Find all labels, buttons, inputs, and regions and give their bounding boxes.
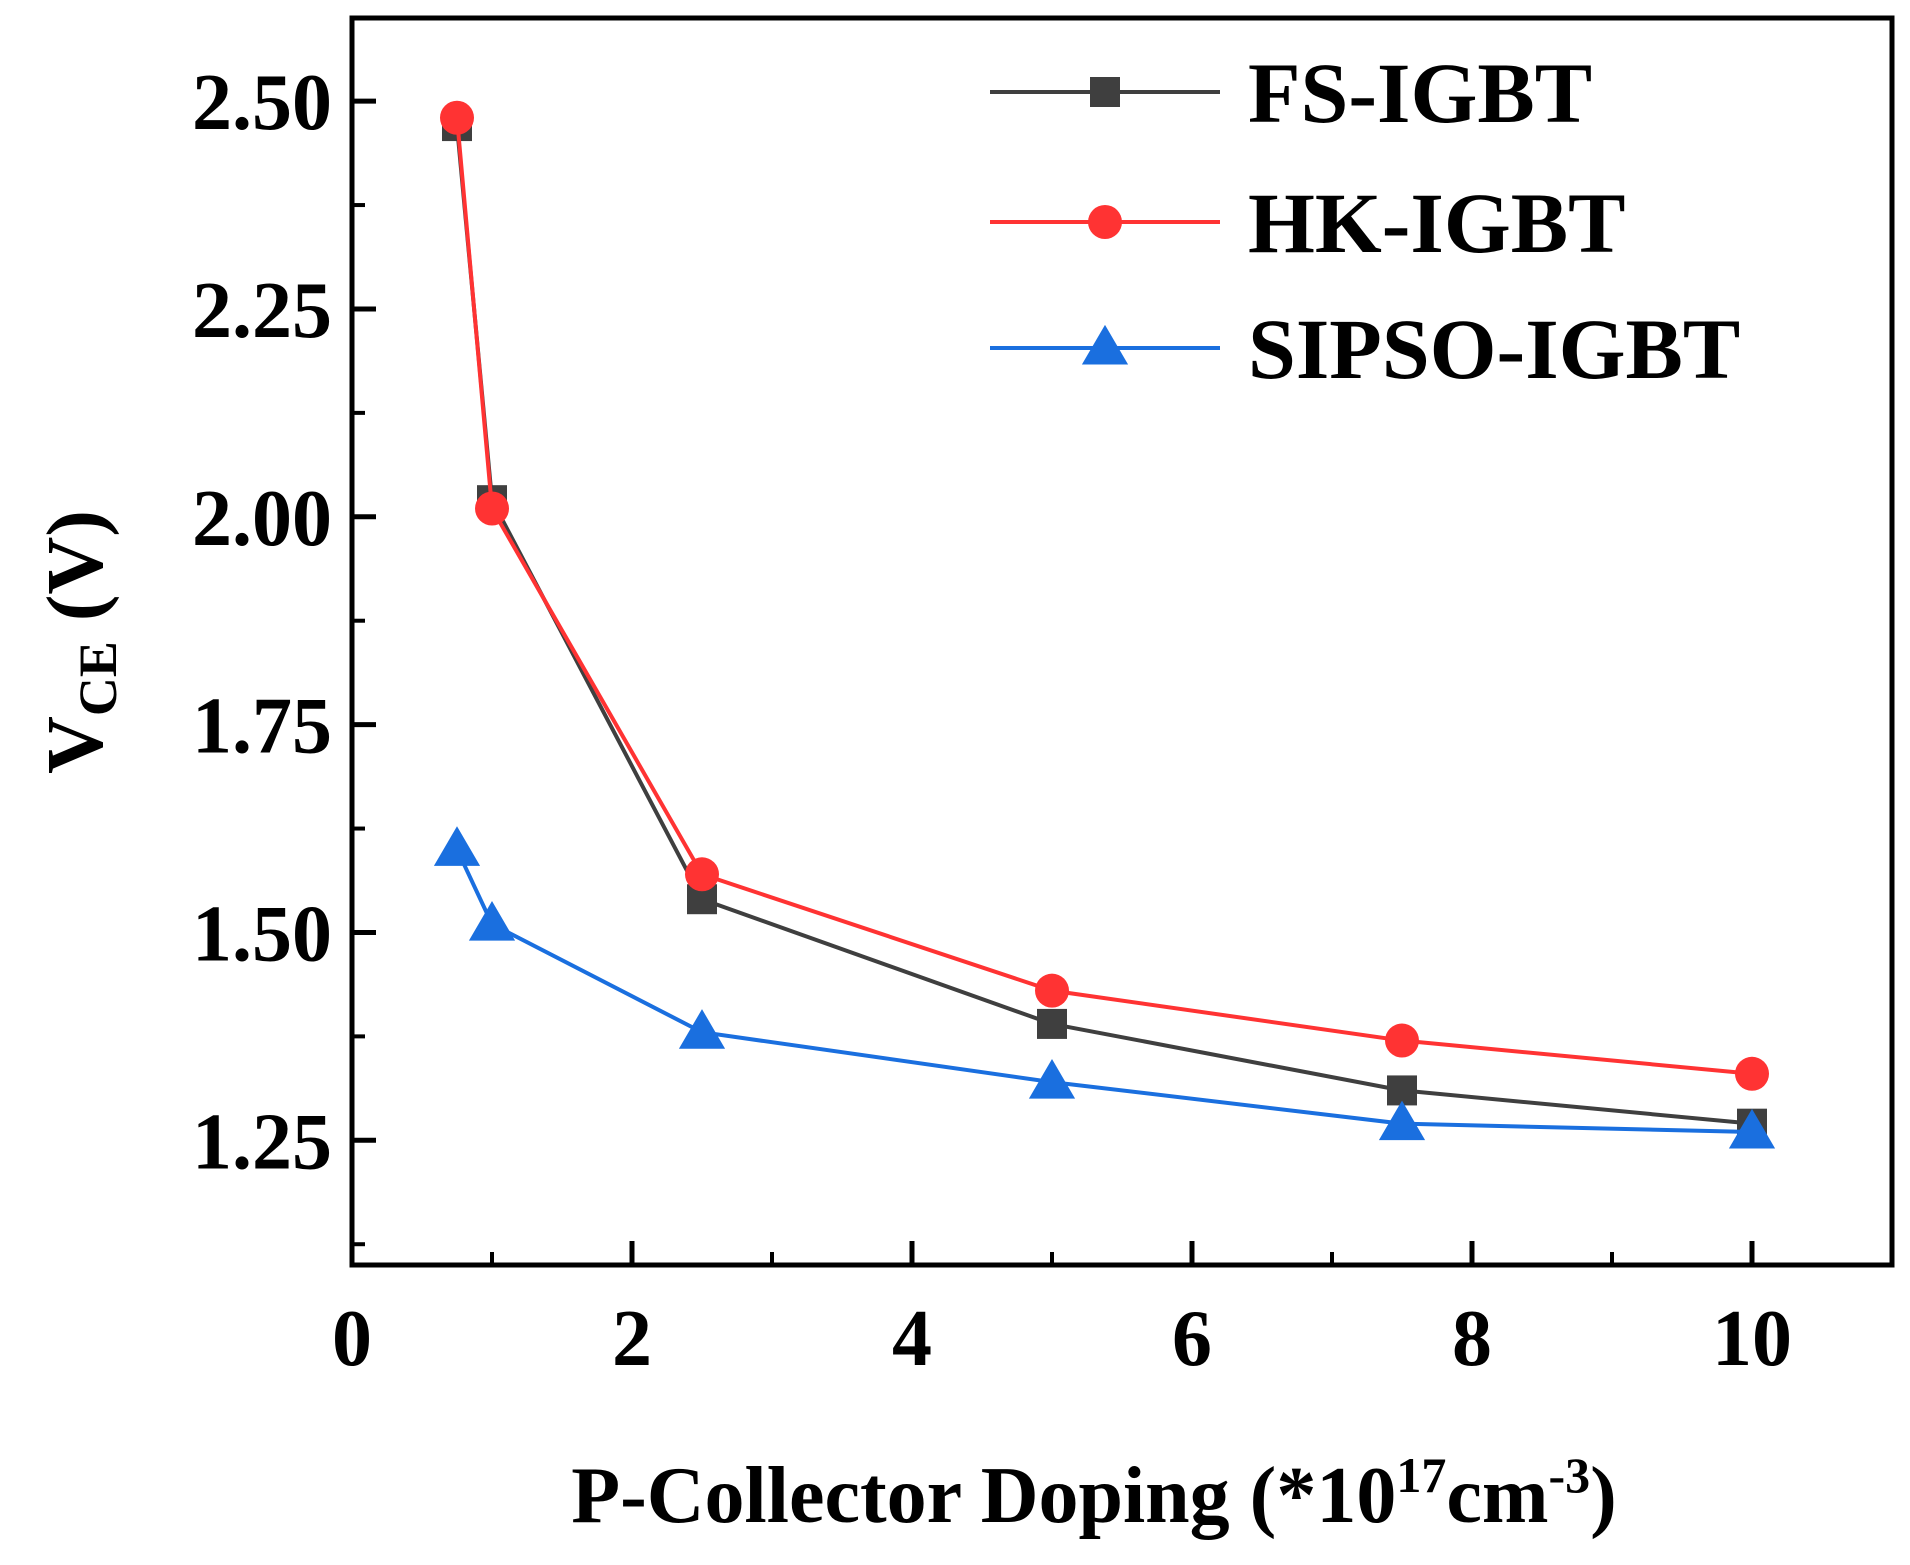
data-point — [1385, 1023, 1419, 1058]
data-point — [1037, 1008, 1067, 1039]
data-point — [1735, 1056, 1769, 1091]
y-tick-label: 2.00 — [192, 475, 332, 563]
x-axis-title: P-Collector Doping (*1017cm-3) — [571, 1447, 1617, 1540]
data-point — [1028, 1059, 1076, 1099]
data-point — [1378, 1100, 1426, 1141]
series-line — [455, 125, 1753, 1126]
data-series — [433, 100, 1776, 1149]
data-point — [685, 857, 719, 892]
data-point — [1035, 973, 1069, 1008]
legend: FS-IGBT HK-IGBT SIPSO-IGBT — [990, 45, 1740, 397]
y-tick-label: 2.25 — [192, 267, 332, 355]
y-tick-label: 1.25 — [192, 1098, 332, 1186]
x-tick-label: 10 — [1712, 1295, 1792, 1383]
series-triangle — [433, 826, 1776, 1149]
y-tick-label: 2.50 — [192, 59, 332, 147]
y-axis-title: VCE (V) — [32, 510, 128, 774]
data-point — [1728, 1108, 1776, 1149]
data-point — [433, 826, 481, 866]
series-line — [455, 117, 1753, 1076]
axis-ticks: 0 2 4 6 8 10 1.25 1.50 1.75 2.00 2.25 2.50 — [192, 59, 1792, 1383]
legend-item: HK-IGBT — [990, 175, 1626, 271]
data-point — [475, 491, 509, 526]
data-point — [440, 100, 474, 135]
x-tick-label: 6 — [1172, 1295, 1212, 1383]
legend-label: HK-IGBT — [1248, 175, 1626, 271]
data-point — [678, 1009, 726, 1049]
legend-label: FS-IGBT — [1248, 45, 1592, 141]
legend-item: SIPSO-IGBT — [990, 301, 1740, 397]
y-tick-label: 1.75 — [192, 683, 332, 771]
y-tick-label: 1.50 — [192, 890, 332, 978]
legend-marker — [1090, 77, 1120, 107]
legend-item: FS-IGBT — [990, 45, 1592, 141]
data-point — [1387, 1075, 1417, 1106]
x-tick-label: 4 — [892, 1295, 932, 1383]
data-point — [468, 901, 516, 941]
x-tick-label: 8 — [1452, 1295, 1492, 1383]
x-tick-label: 0 — [332, 1295, 372, 1383]
series-line — [455, 848, 1753, 1134]
plot-area — [349, 15, 1895, 1268]
legend-marker — [1081, 324, 1129, 365]
legend-label: SIPSO-IGBT — [1248, 301, 1740, 397]
legend-marker — [1088, 205, 1122, 239]
series-circle — [440, 100, 1769, 1091]
x-tick-label: 2 — [612, 1295, 652, 1383]
plot-frame — [349, 15, 1895, 1268]
